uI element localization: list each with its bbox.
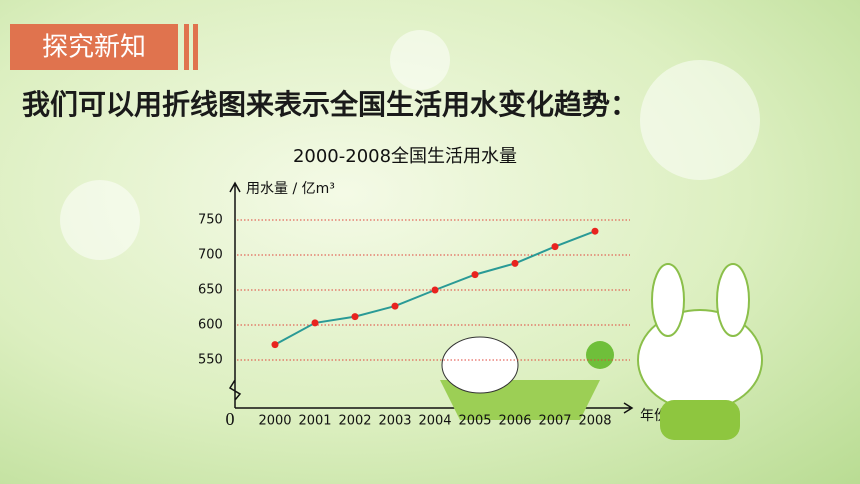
y-tick-label: 550 <box>198 353 223 368</box>
header-title: 探究新知 <box>42 33 146 63</box>
decor <box>60 30 760 260</box>
x-tick-label: 2006 <box>498 414 531 429</box>
data-point <box>351 313 359 321</box>
y-axis <box>228 181 242 408</box>
data-point <box>591 227 599 235</box>
x-tick-label: 2000 <box>258 414 291 429</box>
data-point <box>271 341 279 349</box>
y-tick-label: 750 <box>198 213 223 228</box>
data-point <box>431 286 439 294</box>
y-axis-label: 用水量 / 亿m³ <box>246 181 335 197</box>
x-tick-label: 2002 <box>338 414 371 429</box>
data-point <box>471 271 479 279</box>
y-tick-label: 650 <box>198 283 223 298</box>
x-tick-label: 2003 <box>378 414 411 429</box>
origin-label: 0 <box>226 409 235 429</box>
x-tick-label: 2004 <box>418 414 451 429</box>
x-tick-label: 2001 <box>298 414 331 429</box>
dog-cart <box>440 336 614 420</box>
header-box <box>10 24 178 70</box>
data-point <box>511 259 519 267</box>
y-tick-label: 700 <box>198 248 223 263</box>
x-tick-label: 2007 <box>538 414 571 429</box>
x-tick-label: 2005 <box>458 414 491 429</box>
header-bar <box>193 24 198 70</box>
y-tick-label: 600 <box>198 318 223 333</box>
intro-text: 我们可以用折线图来表示全国生活用水变化趋势： <box>22 88 638 121</box>
data-point <box>391 302 399 310</box>
data-point <box>311 319 319 327</box>
chart-title: 2000-2008全国生活用水量 <box>293 146 517 167</box>
data-point <box>551 243 559 251</box>
bunny <box>637 263 763 440</box>
header-bar <box>184 24 189 70</box>
x-tick-label: 2008 <box>578 414 611 429</box>
